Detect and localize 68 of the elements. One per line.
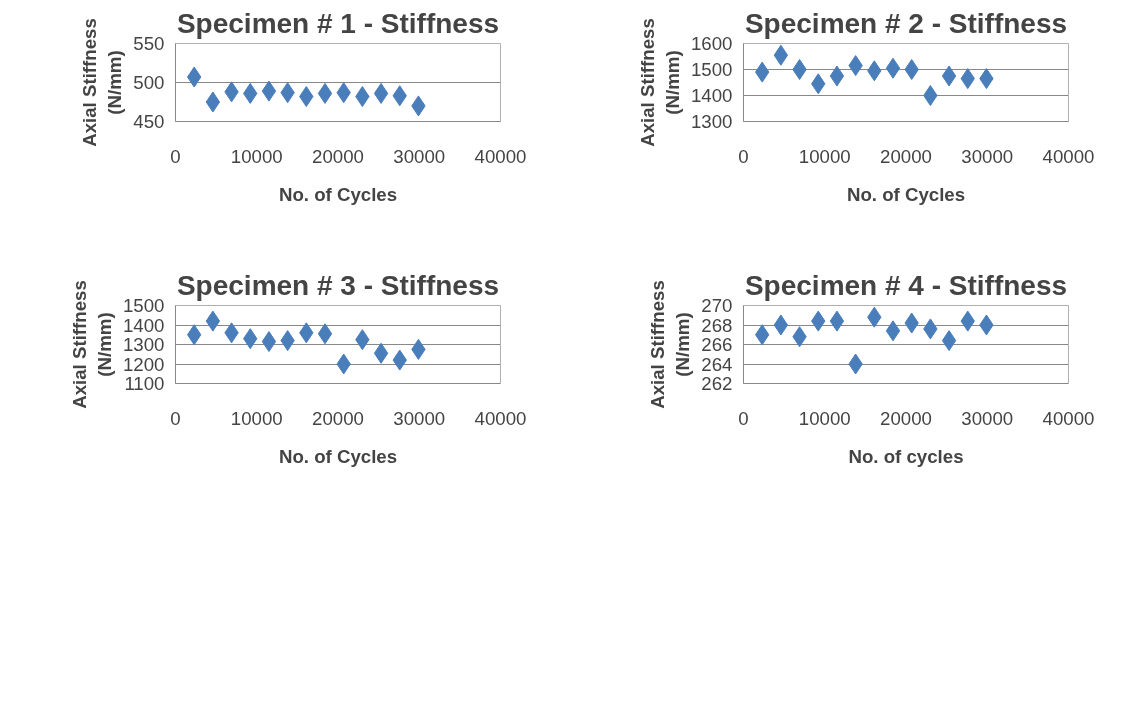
point bbox=[773, 44, 789, 66]
y-tick-label: 1500 bbox=[691, 59, 733, 80]
x-tick-label: 20000 bbox=[880, 407, 932, 429]
chart-title: Specimen # 1 - Stiffness bbox=[176, 7, 500, 39]
x-axis-title: No. of Cycles bbox=[278, 445, 398, 467]
point bbox=[261, 331, 277, 353]
point bbox=[885, 57, 901, 79]
point bbox=[205, 91, 221, 113]
x-tick-label: 40000 bbox=[474, 407, 527, 429]
point bbox=[317, 323, 333, 345]
x-tick-label: 10000 bbox=[798, 407, 851, 429]
chart-title: Specimen # 3 - Stiffness bbox=[176, 269, 500, 301]
x-tick-label: 20000 bbox=[312, 407, 364, 429]
y-axis-title: Axial Stiffness (N/mm) bbox=[79, 18, 126, 147]
x-tick-label: 30000 bbox=[393, 407, 446, 429]
point bbox=[373, 82, 389, 104]
x-tick-label: 10000 bbox=[230, 145, 283, 167]
x-tick-label: 10000 bbox=[798, 145, 851, 167]
y-tick-label: 1100 bbox=[124, 373, 165, 394]
point bbox=[904, 59, 919, 80]
point bbox=[792, 59, 807, 80]
x-tick-label: 20000 bbox=[312, 145, 364, 167]
point bbox=[829, 65, 845, 87]
y-axis-title: Axial Stiffness (N/mm) bbox=[68, 280, 115, 409]
x-axis-title: No. of Cycles bbox=[278, 183, 398, 205]
y-tick-label: 550 bbox=[133, 33, 165, 54]
y-tick-label: 1300 bbox=[691, 111, 733, 132]
x-tick-label: 0 bbox=[738, 407, 749, 429]
point bbox=[923, 85, 938, 106]
y-tick-label: 1400 bbox=[123, 314, 165, 336]
x-tick-label: 20000 bbox=[880, 145, 932, 167]
y-tick-label: 1600 bbox=[691, 33, 733, 54]
point bbox=[773, 314, 789, 336]
point bbox=[941, 330, 957, 352]
y-tick-label: 450 bbox=[133, 111, 165, 132]
point bbox=[829, 310, 845, 332]
y-tick-label: 270 bbox=[701, 295, 733, 316]
x-tick-label: 40000 bbox=[474, 145, 527, 167]
y-tick-label: 1500 bbox=[123, 295, 165, 316]
y-tick-label: 1200 bbox=[123, 353, 165, 375]
point bbox=[317, 82, 333, 104]
y-tick-label: 264 bbox=[701, 353, 733, 375]
x-tick-label: 40000 bbox=[1042, 145, 1095, 167]
x-axis-title: No. of Cycles bbox=[846, 183, 966, 205]
chart-title: Specimen # 2 - Stiffness bbox=[744, 7, 1068, 39]
point bbox=[205, 310, 221, 332]
x-axis-title: No. of cycles bbox=[848, 445, 964, 467]
x-tick-label: 40000 bbox=[1042, 407, 1095, 429]
point bbox=[941, 65, 957, 87]
x-tick-label: 30000 bbox=[393, 145, 446, 167]
x-tick-label: 30000 bbox=[961, 145, 1014, 167]
point bbox=[885, 320, 901, 342]
point bbox=[261, 80, 277, 102]
y-tick-label: 262 bbox=[701, 373, 733, 394]
x-tick-label: 0 bbox=[170, 407, 181, 429]
y-axis-title: Axial Stiffness (N/mm) bbox=[636, 18, 683, 147]
x-tick-label: 0 bbox=[170, 145, 181, 167]
y-tick-label: 268 bbox=[701, 314, 733, 336]
y-tick-label: 500 bbox=[133, 72, 165, 93]
y-tick-label: 1400 bbox=[691, 85, 733, 106]
x-tick-label: 30000 bbox=[961, 407, 1014, 429]
x-tick-label: 0 bbox=[738, 145, 749, 167]
chart-title: Specimen # 4 - Stiffness bbox=[744, 269, 1068, 301]
y-tick-label: 1300 bbox=[123, 334, 165, 355]
y-tick-label: 266 bbox=[701, 334, 733, 355]
x-tick-label: 10000 bbox=[230, 407, 283, 429]
point bbox=[373, 342, 389, 364]
y-axis-title: Axial Stiffness (N/mm) bbox=[647, 280, 694, 409]
